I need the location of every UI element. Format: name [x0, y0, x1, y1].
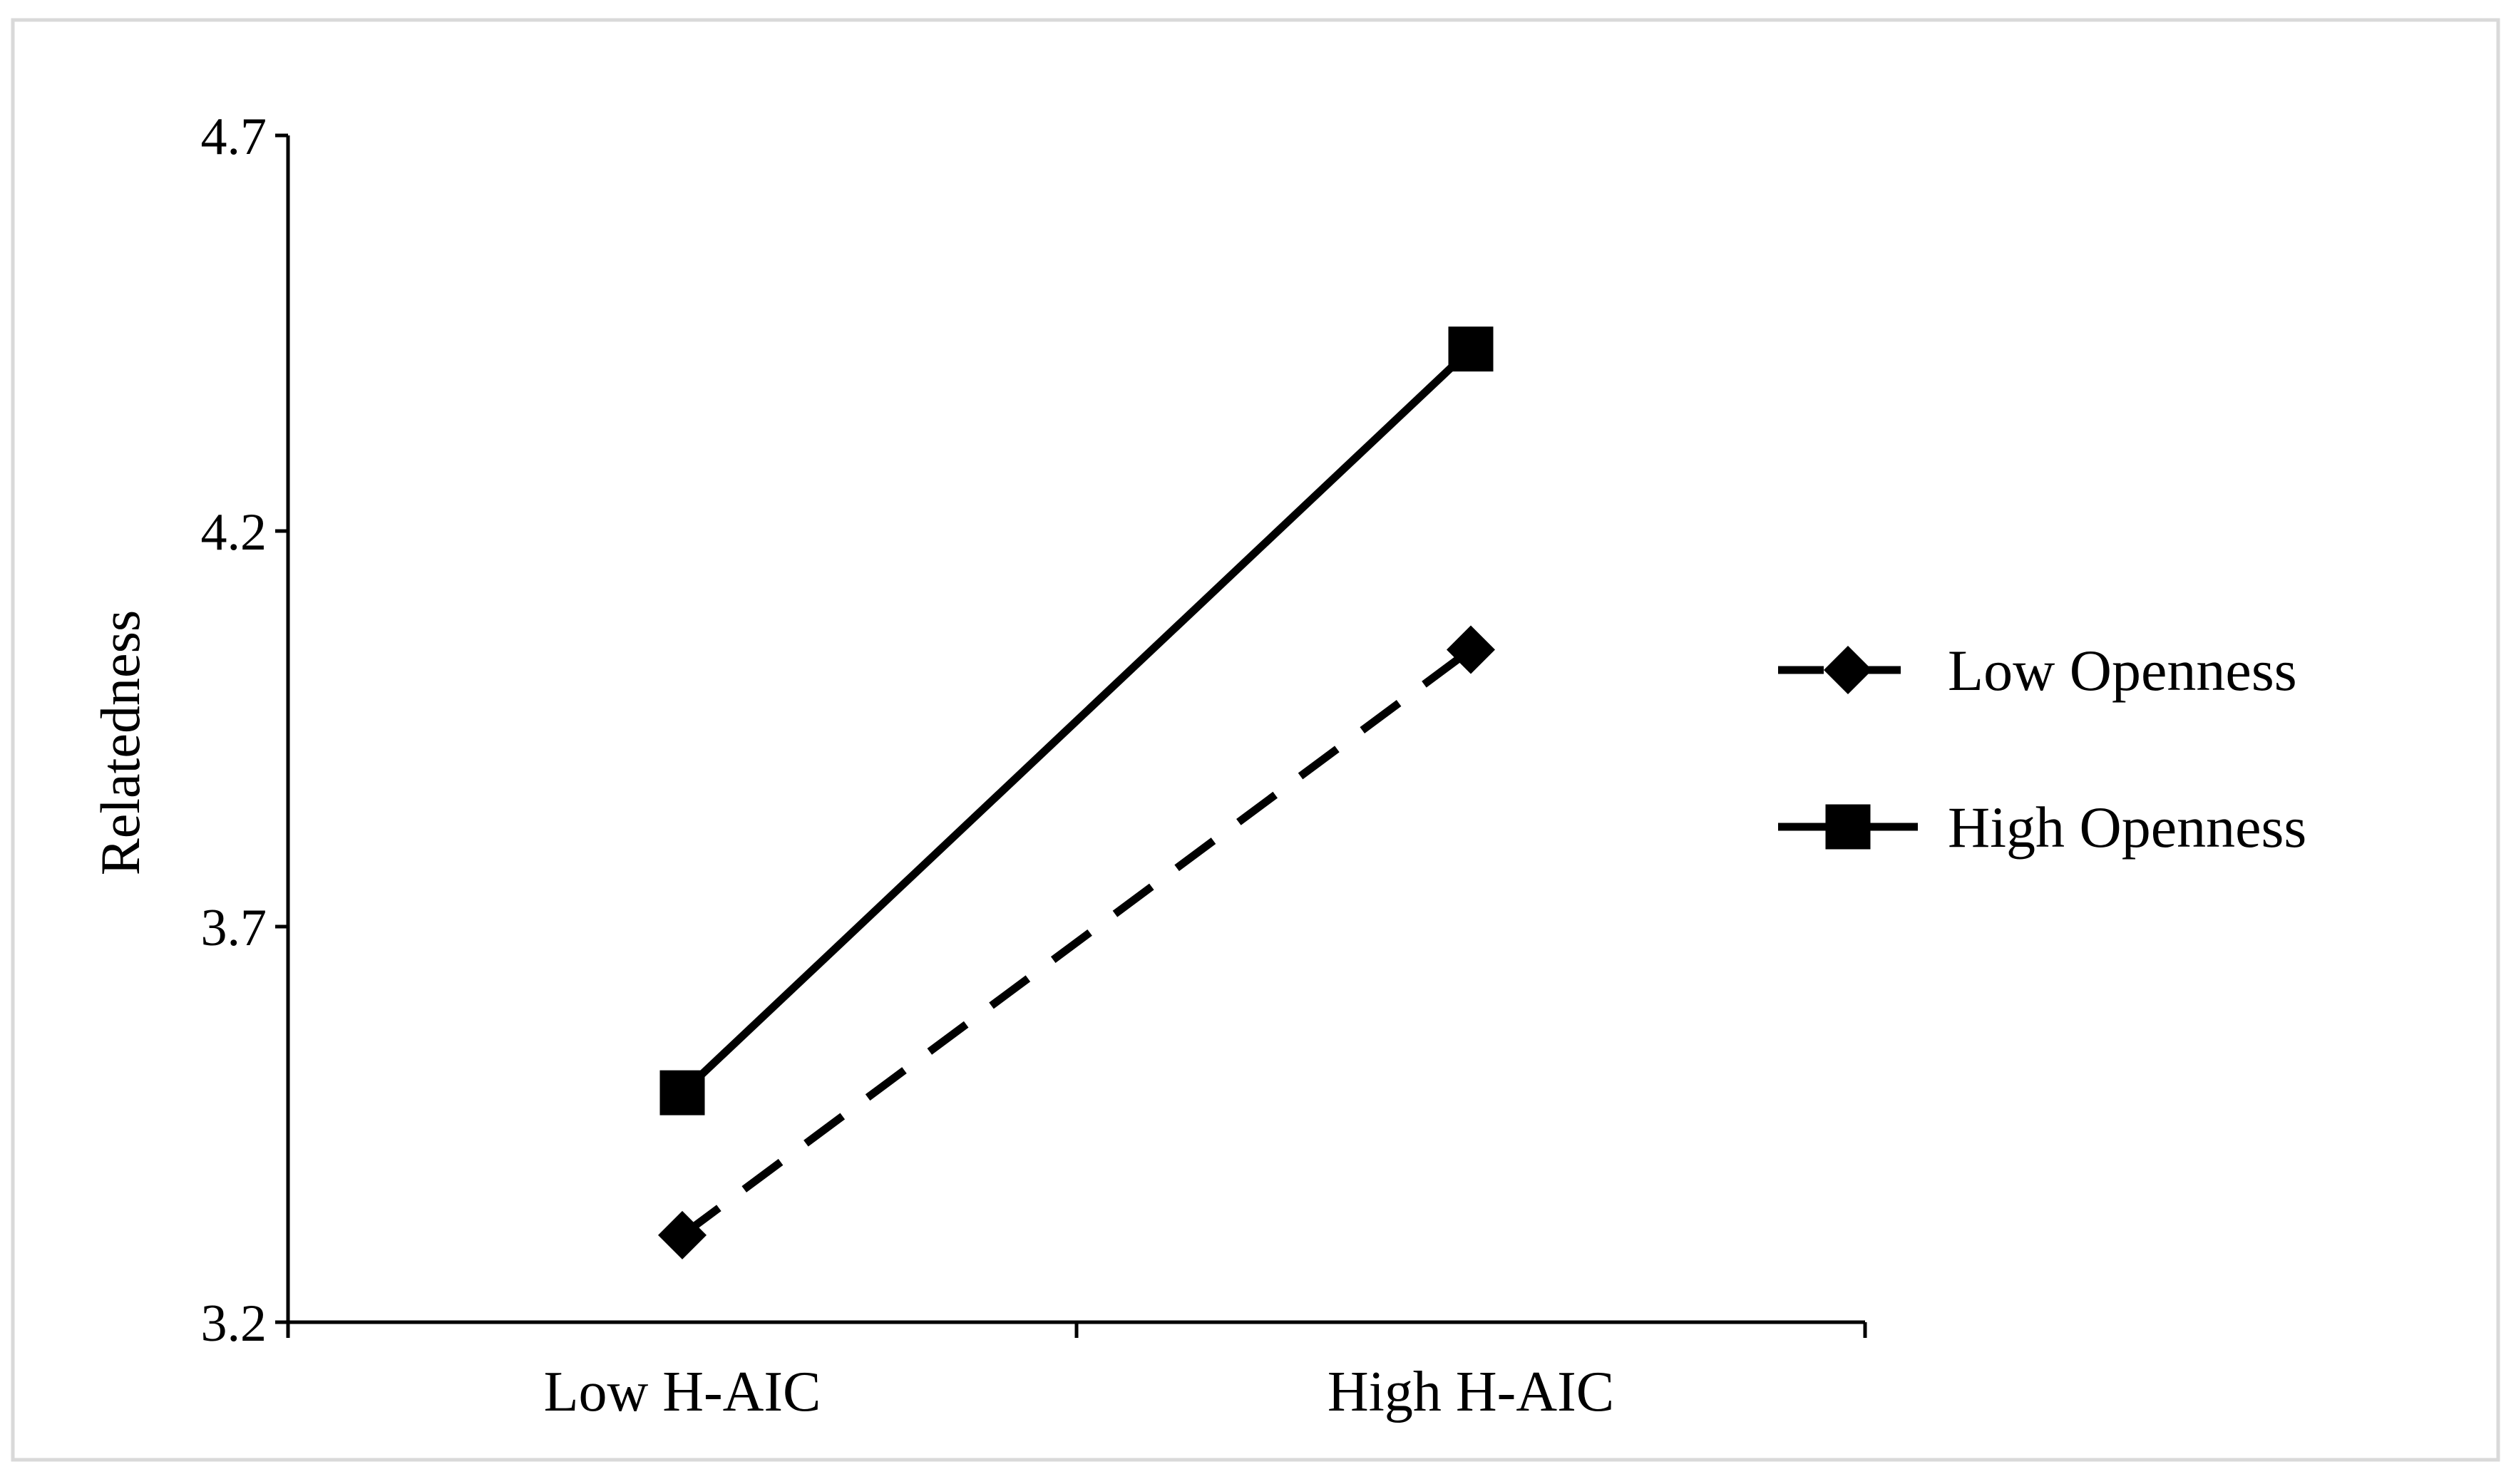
series-line	[679, 346, 1474, 1096]
data-point	[658, 1210, 707, 1259]
x-tick-label: High H-AIC	[1328, 1361, 1614, 1423]
data-point	[1447, 625, 1495, 674]
data-point	[659, 1070, 705, 1115]
chart-frame	[11, 18, 2500, 1462]
legend-item: High Openness	[1778, 795, 2306, 860]
series-high-openness	[659, 326, 1494, 1115]
series-layer	[658, 326, 1495, 1259]
series-line	[679, 646, 1474, 1239]
legend-swatch-marker	[1825, 804, 1871, 850]
x-axis-ticks: Low H-AIC High H-AIC	[286, 1322, 1867, 1423]
y-tick-label: 3.7	[201, 899, 267, 957]
y-tick-label: 4.2	[201, 503, 267, 562]
y-axis-title: Relatedness	[89, 610, 151, 876]
legend: Low Openness High Openness	[1778, 638, 2306, 860]
data-point	[1448, 326, 1494, 372]
x-tick-label: Low H-AIC	[544, 1361, 821, 1423]
y-tick-label: 4.7	[201, 108, 267, 166]
series-low-openness	[658, 625, 1495, 1259]
legend-label: Low Openness	[1948, 638, 2297, 703]
legend-label: High Openness	[1948, 795, 2306, 860]
y-axis-ticks: 3.2 3.7 4.2 4.7	[201, 108, 288, 1353]
legend-swatch-marker	[1824, 646, 1872, 694]
y-tick-label: 3.2	[201, 1294, 267, 1353]
legend-item: Low Openness	[1778, 638, 2297, 703]
